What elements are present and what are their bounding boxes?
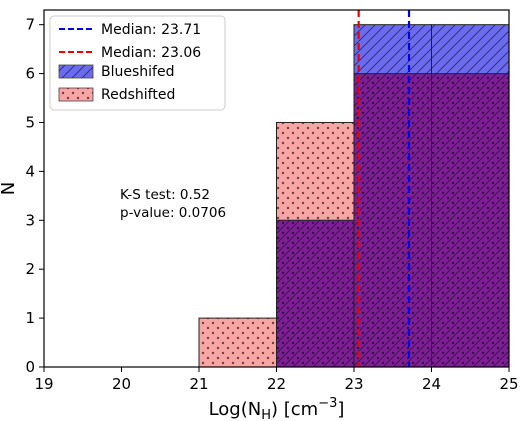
y-tick-label-7: 7 <box>25 16 35 34</box>
y-tick-label-0: 0 <box>25 358 35 376</box>
x-axis-label: Log(NH) [cm−3] <box>209 396 345 421</box>
blueshifed-bar-hatch-3 <box>431 24 509 74</box>
y-axis-label: N <box>0 182 19 195</box>
median-lines <box>357 10 411 367</box>
y-tick-label-1: 1 <box>25 309 35 327</box>
x-tick-label-25: 25 <box>499 375 518 393</box>
legend-median-label-1: Median: 23.06 <box>101 45 201 61</box>
overlap-bar-hatch-1 <box>276 220 354 367</box>
legend-median-label-0: Median: 23.71 <box>101 22 201 38</box>
annotation-line-1: p-value: 0.0706 <box>120 205 226 221</box>
y-tick-label-4: 4 <box>25 162 35 180</box>
blueshifed-bar-hatch-2 <box>354 24 432 74</box>
annotation-line-0: K-S test: 0.52 <box>120 187 210 203</box>
redshifted-bar-hatch-0 <box>199 318 277 367</box>
legend: Median: 23.71 Median: 23.06 Blueshifed Reds… <box>49 15 226 111</box>
legend-series-label-0: Blueshifed <box>101 64 174 80</box>
y-tick-label-2: 2 <box>25 260 35 278</box>
legend-swatch-hatch-0 <box>59 65 93 78</box>
y-tick-label-5: 5 <box>25 113 35 131</box>
ks-test-annotation: K-S test: 0.52 p-value: 0.0706 <box>120 187 226 221</box>
legend-swatch-hatch-1 <box>59 88 93 101</box>
x-tick-label-20: 20 <box>112 375 131 393</box>
y-tick-label-3: 3 <box>25 211 35 229</box>
x-tick-label-22: 22 <box>267 375 286 393</box>
x-tick-label-24: 24 <box>422 375 441 393</box>
redshifted-bar-hatch-1 <box>276 122 354 221</box>
y-tick-label-6: 6 <box>25 65 35 83</box>
x-tick-label-23: 23 <box>344 375 363 393</box>
legend-series-label-1: Redshifted <box>101 87 175 103</box>
histogram-bars <box>198 24 510 368</box>
x-tick-label-19: 19 <box>34 375 53 393</box>
legend-box <box>49 15 226 111</box>
x-tick-label-21: 21 <box>189 375 208 393</box>
overlap-bar-hatch-3 <box>431 73 509 367</box>
overlap-bar-hatch-2 <box>354 73 432 367</box>
